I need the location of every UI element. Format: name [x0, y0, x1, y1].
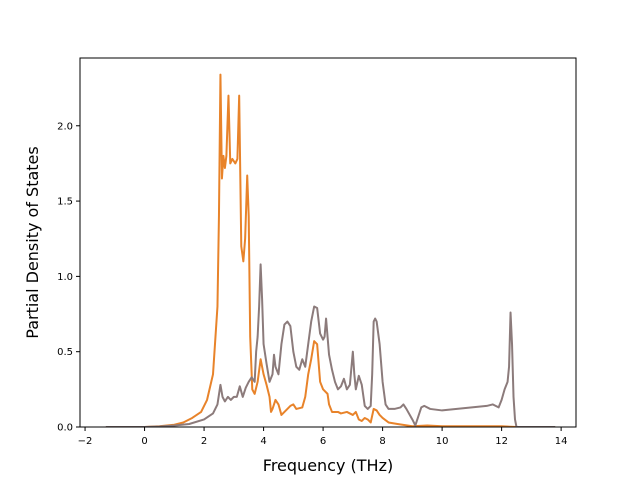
x-tick-label: 8	[379, 436, 385, 447]
x-axis-label: Frequency (THz)	[263, 456, 393, 475]
y-tick-label: 2.0	[57, 121, 73, 132]
x-tick-label: −2	[78, 436, 93, 447]
plot-frame	[79, 57, 577, 428]
x-tick-label: 0	[141, 436, 147, 447]
y-tick-label: 1.5	[57, 197, 73, 208]
series-line-2	[105, 263, 556, 427]
y-tick-label: 0.0	[57, 423, 73, 434]
x-tick-label: 10	[436, 436, 449, 447]
y-axis-label: Partial Density of States	[23, 146, 42, 338]
y-tick-label: 0.5	[57, 347, 73, 358]
y-axis: 0.0 0.5 1.0 1.5 2.0	[57, 121, 80, 434]
y-tick-label: 1.0	[57, 272, 73, 283]
x-tick-label: 2	[201, 436, 207, 447]
x-tick-label: 14	[555, 436, 568, 447]
series-layer	[105, 73, 556, 427]
x-tick-label: 4	[260, 436, 266, 447]
x-axis: −2 0 2 4 6 8 10 12 14	[78, 427, 568, 447]
x-tick-label: 6	[320, 436, 326, 447]
series-line-1	[105, 73, 556, 427]
x-tick-label: 12	[495, 436, 508, 447]
plot-area	[80, 58, 576, 427]
